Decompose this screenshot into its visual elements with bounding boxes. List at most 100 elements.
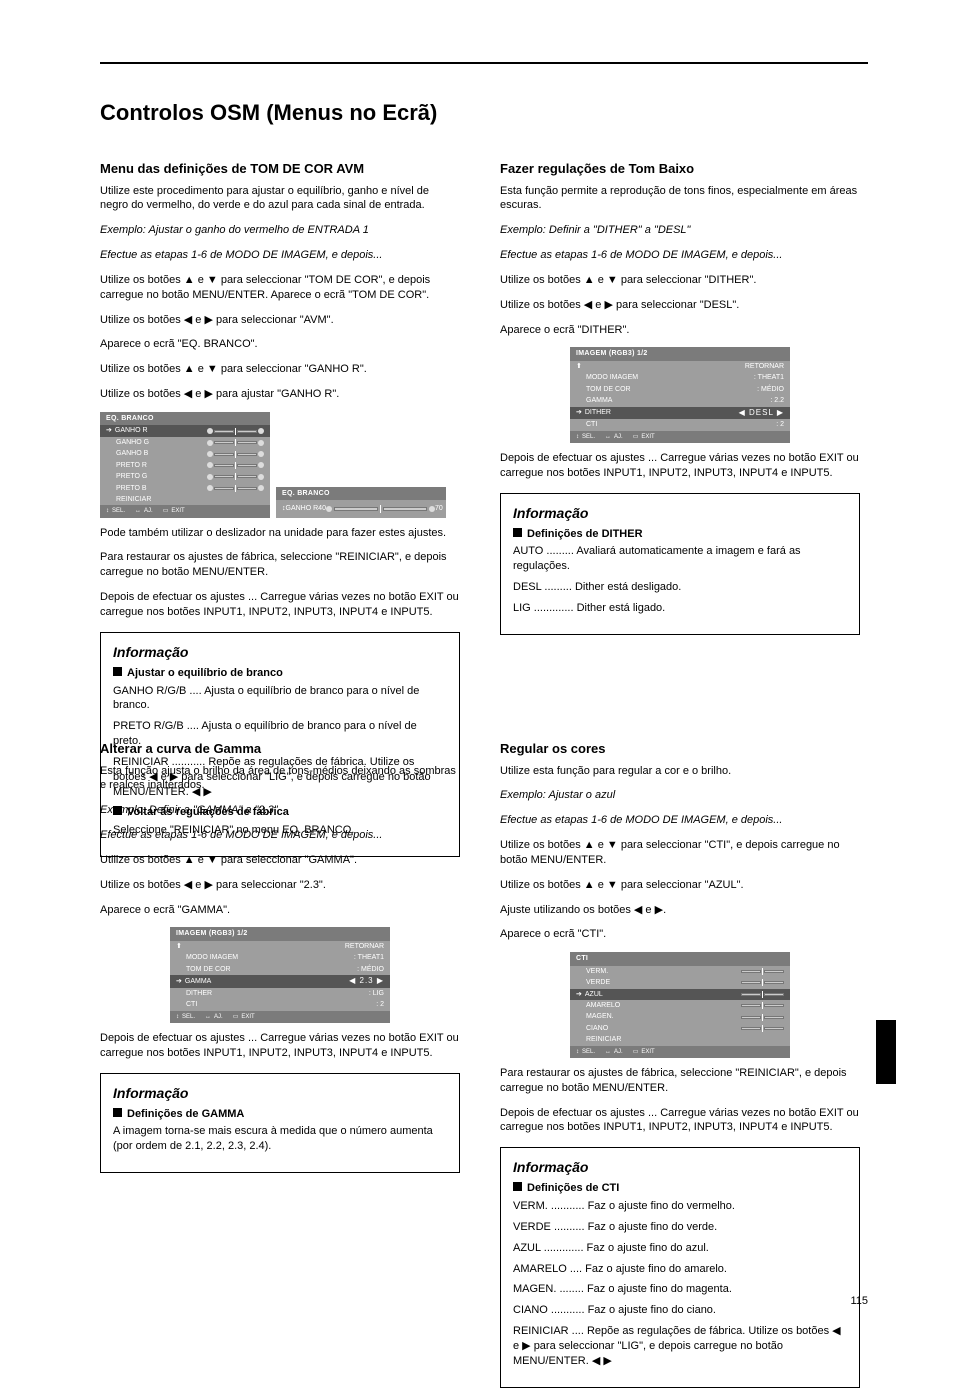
avm-example: Exemplo: Ajustar o ganho do vermelho de …: [100, 223, 460, 238]
foot-exit: ▭ EXIT: [633, 433, 655, 441]
foot-label: SEL.: [112, 507, 125, 515]
osd-label: GANHO G: [106, 438, 149, 447]
osd-row-item[interactable]: VERDE: [570, 977, 790, 988]
osd-row-item[interactable]: REINICIAR: [100, 494, 270, 505]
foot-adj: ↔ AJ.: [205, 1013, 223, 1021]
slider-icon: [741, 1014, 784, 1021]
info-text: REINICIAR .... Repõe as regulações de fá…: [513, 1324, 847, 1369]
section-gamma: Alterar a curva de Gamma Esta função aju…: [100, 740, 460, 1173]
slider-icon: [207, 428, 264, 435]
osd-row-item[interactable]: DITHER ◀ DESL ▶: [570, 407, 790, 420]
slider-icon: [741, 1002, 784, 1009]
cti-step7a: Utilize os botões ▲ e ▼ para seleccionar…: [500, 838, 860, 868]
osd-label: REINICIAR: [106, 495, 151, 504]
osd-row-item[interactable]: MODO IMAGEM: THEAT1: [170, 952, 390, 963]
osd-row-item[interactable]: REINICIAR: [570, 1034, 790, 1045]
osd-label: PRETO R: [106, 461, 147, 470]
info-text: AZUL ............. Faz o ajuste fino do …: [513, 1241, 847, 1256]
osd-label: MODO IMAGEM: [176, 953, 238, 962]
osd-row-item[interactable]: AZUL: [570, 989, 790, 1000]
osd-gamma: IMAGEM (RGB3) 1/2 RETORNAR MODO IMAGEM: …: [170, 927, 390, 1023]
osd-footer: ↕ SEL. ↔ AJ. ▭ EXIT: [570, 431, 790, 443]
cti-heading: Regular os cores: [500, 740, 860, 758]
osd-row-item[interactable]: GAMMA: 2.2: [570, 395, 790, 406]
osd-return[interactable]: RETORNAR: [170, 941, 390, 952]
osd-row-item[interactable]: MAGEN.: [570, 1011, 790, 1022]
info-text: MAGEN. ........ Faz o ajuste fino do mag…: [513, 1282, 847, 1297]
foot-label: SEL.: [582, 433, 595, 441]
avm-step9: Utilize os botões ▲ e ▼ para seleccionar…: [100, 362, 460, 377]
osd-return[interactable]: RETORNAR: [570, 361, 790, 372]
osd-val: : 2: [776, 420, 784, 429]
osd-row-item[interactable]: GANHO G: [100, 437, 270, 448]
osd-row-item[interactable]: VERM.: [570, 966, 790, 977]
info-text: AUTO ......... Avaliará automaticamente …: [513, 544, 847, 574]
osd-row-item[interactable]: GANHO B: [100, 448, 270, 459]
osd-val: ◀ 2.3 ▶: [349, 976, 384, 987]
osd-row-item[interactable]: DITHER: LIG: [170, 988, 390, 999]
foot-label: EXIT: [641, 1048, 654, 1056]
osd-row-item[interactable]: CTI: 2: [570, 419, 790, 430]
osd-row-item[interactable]: MODO IMAGEM : THEAT1: [570, 372, 790, 383]
osd-row-item[interactable]: PRETO B: [100, 483, 270, 494]
avm-body2: Efectue as etapas 1-6 de MODO DE IMAGEM,…: [100, 248, 460, 263]
info-text: VERM. ........... Faz o ajuste fino do v…: [513, 1199, 847, 1214]
osd-row-item[interactable]: CTI: 2: [170, 999, 390, 1010]
info-text: LIG ............. Dither está ligado.: [513, 601, 847, 616]
osd-row-item[interactable]: AMARELO: [570, 1000, 790, 1011]
cti-step9b: Aparece o ecrã "CTI".: [500, 927, 860, 942]
osd-row-item[interactable]: PRETO G: [100, 471, 270, 482]
osd-slider-row[interactable]: ↕ GANHO R 40 70: [276, 500, 446, 517]
osd-val: : LIG: [369, 989, 384, 998]
osd-val: ◀ DESL ▶: [739, 408, 784, 419]
foot-label: EXIT: [641, 433, 654, 441]
infobox-gamma: Informação Definições de GAMMA A imagem …: [100, 1073, 460, 1173]
gamma-step7a: Utilize os botões ▲ e ▼ para seleccionar…: [100, 853, 460, 868]
osd-label: AZUL: [585, 990, 603, 999]
osd-row-item[interactable]: GANHO R: [100, 425, 270, 436]
info-title: Informação: [113, 1084, 447, 1103]
side-tab: [876, 1020, 896, 1084]
osd-row-item[interactable]: TOM DE COR: MÉDIO: [570, 384, 790, 395]
lowtone-step7c: Aparece o ecrã "DITHER".: [500, 323, 860, 338]
foot-label: SEL.: [182, 1013, 195, 1021]
left-right-icon: ◀ ▶: [592, 1355, 612, 1367]
avm-example-text: Exemplo: Ajustar o ganho do vermelho de …: [100, 224, 369, 236]
osd-row-item[interactable]: PRETO R: [100, 460, 270, 471]
lowtone-step8: Depois de efectuar os ajustes ... Carreg…: [500, 451, 860, 481]
osd-avm-main: EQ. BRANCO GANHO R GANHO G GANHO B PRETO…: [100, 412, 270, 518]
osd-label: DITHER: [585, 408, 611, 417]
info-title: Informação: [513, 1158, 847, 1177]
osd-row-item[interactable]: GAMMA ◀ 2.3 ▶: [170, 975, 390, 988]
foot-sel: ↕ SEL.: [176, 1013, 195, 1021]
osd-label: AMARELO: [576, 1001, 620, 1010]
osd-row-item[interactable]: CIANO: [570, 1023, 790, 1034]
osd-lowtone: IMAGEM (RGB3) 1/2 RETORNAR MODO IMAGEM: …: [570, 347, 790, 443]
osd-label: GAMMA: [185, 977, 211, 986]
osd-label: VERDE: [576, 978, 610, 987]
avm-step8a: Utilize os botões ◀ e ▶ para seleccionar…: [100, 313, 460, 328]
osd-row-item[interactable]: TOM DE COR : MÉDIO: [170, 964, 390, 975]
gamma-example-text: Exemplo: Definir a "GAMMA" a "2.3": [100, 804, 278, 816]
foot-label: AJ.: [614, 433, 623, 441]
osd-label: MODO IMAGEM: [576, 373, 638, 382]
cti-step9c: Para restaurar os ajustes de fábrica, se…: [500, 1066, 860, 1096]
slider-icon: [741, 1025, 784, 1032]
cti-example: Exemplo: Ajustar o azul: [500, 788, 860, 803]
gamma-step7b: Utilize os botões ◀ e ▶ para seleccionar…: [100, 878, 460, 893]
osd-label: TOM DE COR: [176, 965, 231, 974]
info-text-inner: REINICIAR .... Repõe as regulações de fá…: [513, 1325, 841, 1367]
gamma-heading: Alterar a curva de Gamma: [100, 740, 460, 758]
foot-label: EXIT: [171, 507, 184, 515]
foot-sel: ↕ SEL.: [576, 433, 595, 441]
osd-val: : THEAT1: [754, 373, 784, 382]
info-text: GANHO R/G/B .... Ajusta o equilíbrio de …: [113, 684, 447, 714]
osd-val: : MÉDIO: [357, 965, 384, 974]
cti-step8a: Utilize os botões ▲ e ▼ para seleccionar…: [500, 878, 860, 893]
lowtone-body2: Efectue as etapas 1-6 de MODO DE IMAGEM,…: [500, 248, 860, 263]
osd-label: RETORNAR: [345, 942, 384, 951]
osd-label: TOM DE COR: [576, 385, 631, 394]
gamma-body2: Efectue as etapas 1-6 de MODO DE IMAGEM,…: [100, 828, 460, 843]
avm-step11: Depois de efectuar os ajustes ... Carreg…: [100, 590, 460, 620]
section-cti: Regular os cores Utilize esta função par…: [500, 740, 860, 1388]
